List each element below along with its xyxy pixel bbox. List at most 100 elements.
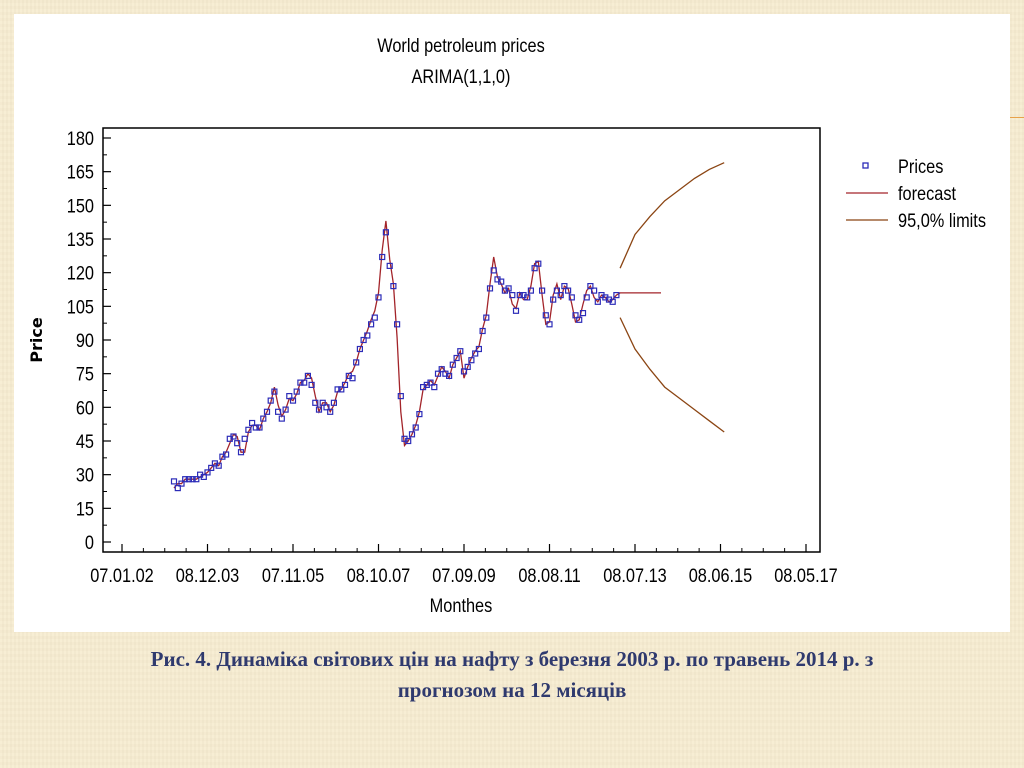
price-chart: World petroleum prices ARIMA(1,1,0) 0 15 3…	[27, 35, 986, 616]
price-point	[182, 476, 189, 483]
price-point	[338, 386, 345, 393]
y-tick-label: 15	[76, 498, 94, 519]
price-point	[538, 287, 546, 294]
limits-lower-line	[619, 317, 725, 433]
y-tick-label: 180	[67, 128, 94, 149]
y-tick-label: 90	[76, 330, 94, 351]
price-point	[579, 310, 587, 317]
price-point	[524, 294, 531, 301]
price-point	[256, 424, 263, 431]
price-point	[460, 368, 468, 375]
price-point	[453, 354, 460, 362]
price-point	[397, 393, 404, 400]
price-point	[408, 431, 416, 438]
y-axis-label: Price	[27, 317, 46, 363]
price-point	[509, 292, 516, 299]
price-point	[353, 359, 360, 366]
price-point	[382, 229, 389, 236]
price-point	[468, 357, 475, 364]
caption-line-1: Рис. 4. Динаміка світових цін на нафту з…	[150, 647, 874, 671]
y-tick-label: 135	[67, 229, 94, 250]
price-point	[505, 285, 512, 292]
x-tick-label: 08.07.13	[603, 565, 667, 586]
price-point	[483, 314, 490, 321]
y-tick-label: 120	[67, 263, 94, 284]
x-tick-label: 07.11.05	[262, 565, 324, 586]
price-point	[267, 397, 274, 404]
price-point	[170, 478, 178, 485]
y-tick-label: 150	[67, 195, 94, 216]
price-point	[446, 372, 453, 379]
price-point	[427, 379, 434, 386]
price-point	[550, 296, 557, 303]
price-point	[349, 375, 356, 382]
price-point	[527, 287, 535, 294]
x-tick-label: 08.05.17	[774, 565, 838, 586]
x-tick-label: 08.12.03	[176, 565, 240, 586]
caption-line-2: прогнозом на 12 місяців	[397, 678, 627, 702]
x-tick-label: 08.06.15	[689, 565, 753, 586]
price-point	[174, 485, 181, 492]
price-point	[301, 379, 308, 386]
price-point	[223, 451, 230, 458]
price-point	[245, 426, 252, 433]
price-point	[275, 408, 282, 415]
x-tick-label: 08.10.07	[347, 565, 411, 586]
price-point	[368, 321, 375, 328]
price-point	[490, 267, 497, 274]
price-point	[237, 449, 245, 456]
price-point	[609, 298, 616, 305]
chart-subtitle: ARIMA(1,1,0)	[412, 66, 511, 87]
price-point	[572, 312, 579, 319]
price-point	[230, 433, 237, 440]
price-point	[498, 278, 505, 285]
price-point	[286, 393, 293, 400]
price-point	[304, 372, 311, 379]
price-point	[512, 307, 520, 314]
y-tick-label: 60	[76, 397, 94, 418]
y-tick-label: 45	[76, 431, 94, 452]
price-point	[464, 363, 471, 370]
price-point	[260, 415, 267, 422]
price-point	[289, 397, 297, 404]
price-point	[390, 283, 397, 290]
price-point	[278, 415, 285, 422]
price-point	[200, 473, 207, 480]
plot-area	[102, 127, 821, 553]
price-point	[587, 283, 594, 290]
series-layer	[170, 162, 725, 492]
x-tick-label: 07.09.09	[432, 565, 496, 586]
price-point	[557, 292, 564, 299]
price-point	[379, 253, 386, 261]
price-point	[178, 480, 185, 487]
price-point	[590, 287, 598, 294]
price-point	[341, 381, 349, 388]
price-point	[315, 406, 323, 413]
price-point	[431, 384, 438, 391]
legend-label-forecast: forecast	[898, 183, 956, 204]
price-point	[319, 399, 326, 406]
price-point	[249, 419, 256, 427]
x-axis: 07.01.02 08.12.03 07.11.05 08.10.07 07.09.09…	[90, 544, 838, 586]
price-point	[479, 327, 486, 335]
price-point	[546, 321, 553, 328]
price-point	[416, 411, 423, 418]
decorative-accent-line	[1010, 117, 1024, 118]
price-point	[553, 287, 561, 294]
price-point	[561, 283, 568, 290]
y-tick-label: 165	[67, 162, 94, 183]
price-point	[475, 345, 482, 353]
figure-caption: Рис. 4. Динаміка світових цін на нафту з…	[0, 644, 1024, 706]
price-point	[457, 348, 464, 355]
y-tick-label: 0	[85, 532, 94, 553]
price-point	[405, 437, 412, 445]
price-point	[234, 440, 241, 447]
price-point	[386, 262, 393, 269]
limits-upper-line	[619, 162, 725, 269]
price-point	[263, 408, 271, 415]
x-tick-label: 07.01.02	[90, 565, 154, 586]
y-tick-label: 105	[67, 296, 94, 317]
price-point	[241, 435, 248, 442]
y-tick-label: 30	[76, 465, 94, 486]
price-point	[535, 260, 542, 267]
